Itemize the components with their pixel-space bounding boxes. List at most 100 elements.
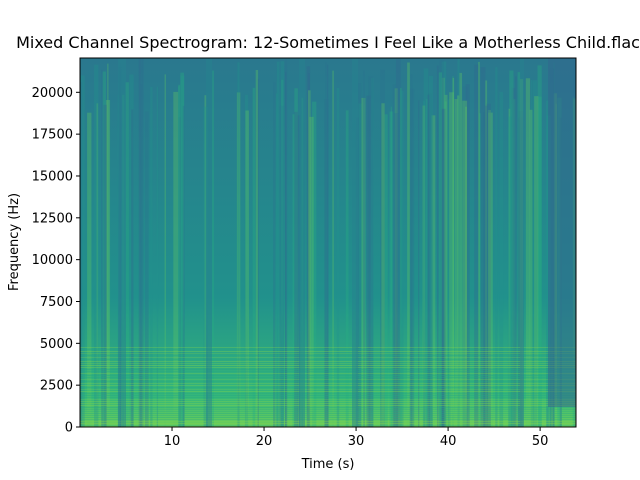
texture xyxy=(138,58,142,427)
texture xyxy=(478,61,480,427)
texture xyxy=(80,383,576,384)
texture xyxy=(462,100,468,427)
texture xyxy=(87,112,92,427)
texture xyxy=(444,94,448,427)
texture xyxy=(80,417,576,418)
texture xyxy=(281,79,284,427)
texture xyxy=(457,95,460,427)
texture xyxy=(395,59,401,427)
x-tick-label: 40 xyxy=(440,434,457,449)
texture xyxy=(131,109,134,427)
texture xyxy=(507,116,512,427)
texture xyxy=(407,62,410,427)
texture xyxy=(459,72,463,427)
texture xyxy=(426,99,428,427)
y-tick-label: 20000 xyxy=(32,86,73,101)
texture xyxy=(452,77,455,427)
texture xyxy=(517,80,520,427)
texture xyxy=(80,403,576,404)
texture xyxy=(457,58,460,427)
texture xyxy=(352,58,358,427)
texture xyxy=(358,103,362,427)
texture xyxy=(107,63,109,427)
texture xyxy=(371,77,374,427)
texture xyxy=(255,70,259,427)
texture xyxy=(80,357,576,358)
texture xyxy=(308,90,311,427)
y-axis-label: Frequency (Hz) xyxy=(7,193,22,291)
texture xyxy=(325,61,327,427)
texture xyxy=(80,405,576,406)
texture xyxy=(418,100,420,427)
texture xyxy=(520,58,524,427)
texture xyxy=(80,381,576,382)
texture xyxy=(150,86,153,427)
texture xyxy=(285,72,287,427)
texture xyxy=(422,105,426,427)
texture xyxy=(180,75,185,427)
x-tick-label: 50 xyxy=(532,434,549,449)
texture xyxy=(534,96,539,427)
texture xyxy=(307,73,310,427)
chart-title: Mixed Channel Spectrogram: 12-Sometimes … xyxy=(16,33,640,52)
texture xyxy=(252,87,256,427)
texture xyxy=(495,67,498,427)
texture xyxy=(80,413,576,414)
texture xyxy=(427,94,430,427)
texture xyxy=(80,397,576,398)
texture xyxy=(488,109,491,427)
texture xyxy=(294,111,298,427)
x-axis-label: Time (s) xyxy=(301,457,355,472)
texture xyxy=(306,66,311,427)
texture xyxy=(474,64,479,427)
texture xyxy=(80,419,576,420)
texture xyxy=(80,81,83,427)
texture xyxy=(96,103,99,427)
texture xyxy=(292,114,295,427)
texture xyxy=(410,74,413,427)
texture xyxy=(276,61,280,427)
texture xyxy=(203,106,208,427)
texture xyxy=(80,399,576,400)
texture xyxy=(449,92,454,427)
texture xyxy=(438,72,443,427)
texture xyxy=(180,72,184,427)
texture xyxy=(80,361,576,362)
texture xyxy=(80,349,576,350)
texture xyxy=(511,87,516,427)
texture xyxy=(400,87,402,427)
y-tick-label: 10000 xyxy=(32,253,73,268)
texture xyxy=(245,110,249,427)
texture xyxy=(142,58,144,427)
texture xyxy=(332,70,334,427)
y-tick-label: 15000 xyxy=(32,169,73,184)
texture xyxy=(447,99,451,427)
texture xyxy=(144,111,149,427)
texture xyxy=(546,100,549,427)
texture xyxy=(312,101,317,427)
texture xyxy=(156,86,159,427)
y-tick-label: 2500 xyxy=(40,379,73,394)
texture xyxy=(428,93,433,427)
texture xyxy=(178,84,181,427)
texture xyxy=(280,61,285,427)
texture xyxy=(513,99,516,427)
texture xyxy=(324,99,329,427)
texture xyxy=(440,109,446,427)
plot-frame xyxy=(79,57,577,428)
texture xyxy=(529,109,533,427)
texture xyxy=(164,74,166,427)
texture xyxy=(273,81,276,427)
texture xyxy=(206,58,212,427)
texture xyxy=(423,68,429,427)
texture xyxy=(118,58,126,427)
texture xyxy=(537,65,542,427)
texture xyxy=(236,92,241,427)
texture xyxy=(80,401,576,402)
texture xyxy=(80,375,576,376)
texture xyxy=(499,92,504,427)
texture xyxy=(366,95,371,427)
texture xyxy=(384,114,388,427)
texture xyxy=(275,93,278,427)
